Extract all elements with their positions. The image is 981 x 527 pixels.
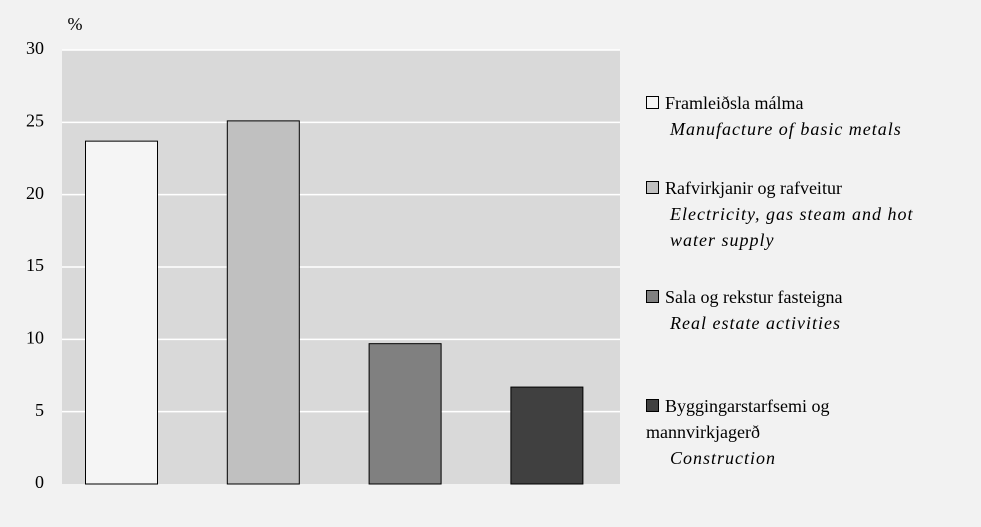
y-tick-label: 0 [35,472,44,492]
bar [85,140,158,485]
y-tick-label: 5 [35,400,44,420]
legend-swatch [646,181,659,194]
legend-label-en: Construction [670,448,777,468]
legend-swatch [646,96,659,109]
legend-label-en: Real estate activities [670,313,841,333]
y-axis-label: % [68,14,83,34]
bar [510,386,584,485]
y-tick-label: 15 [26,255,44,275]
legend-entry: Sala og rekstur fasteigna Real estate act… [646,284,946,336]
legend-swatch [646,399,659,412]
bar [368,343,442,485]
legend-label-en: Electricity, gas steam and hot water sup… [670,204,914,250]
y-tick-label: 10 [26,327,44,347]
legend-label: Rafvirkjanir og rafveitur [646,175,916,201]
y-tick-label: 20 [26,183,44,203]
legend-label: Framleiðsla málma [646,90,916,116]
legend-entry: Framleiðsla málma Manufacture of basic me… [646,90,946,142]
legend-label: Sala og rekstur fasteigna [646,284,916,310]
y-tick-label: 30 [26,38,44,58]
legend-label-en: Manufacture of basic metals [670,119,902,139]
y-tick-label: 25 [26,110,44,130]
legend-swatch [646,290,659,303]
bar [226,120,300,485]
legend-label: Byggingarstarfsemi og mannvirkjagerð [646,396,830,442]
legend-entry: Rafvirkjanir og rafveitur Electricity, ga… [646,175,946,253]
legend-entry: Byggingarstarfsemi og mannvirkjagerð Cons… [646,393,946,471]
